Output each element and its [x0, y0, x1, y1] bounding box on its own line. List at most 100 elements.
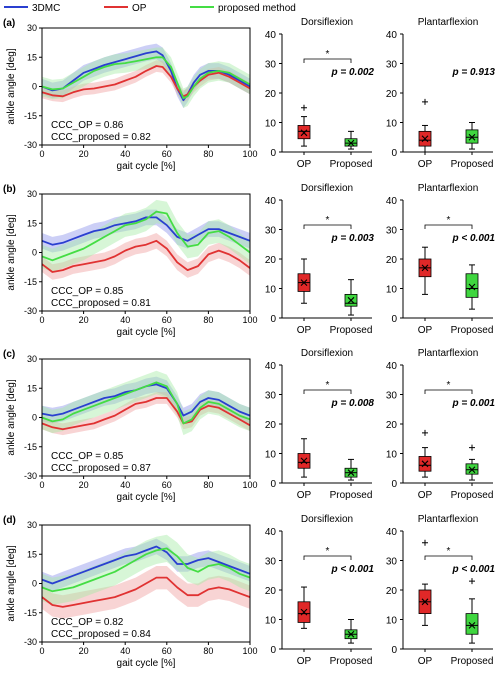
xtick-label-3: 60: [162, 149, 172, 159]
mean-marker-1: [468, 622, 476, 629]
series-line-1: [41, 239, 251, 273]
box-chart-2-1: Plantarflexion 0 10 20 30 40 OP Proposed *p = 0.…: [386, 348, 496, 501]
series-line-2: [41, 56, 251, 100]
box-title: Dorsiflexion: [301, 17, 353, 28]
category-label-1: Proposed: [451, 656, 494, 667]
xtick-label-5: 100: [242, 315, 257, 325]
outlier-0-0: [422, 539, 428, 546]
box-chart-0-1: Plantarflexion 0 10 20 30 40 OP Proposed p = 0.9…: [386, 17, 496, 170]
category-label-1: Proposed: [451, 325, 494, 336]
significance-star: *: [326, 380, 330, 391]
ytick-label-0: 0: [270, 645, 276, 656]
band-1: [42, 60, 250, 103]
box-title: Dorsiflexion: [301, 348, 353, 359]
series-line-0: [41, 383, 251, 417]
legend-label-1: OP: [132, 3, 147, 14]
category-label-0: OP: [297, 656, 312, 667]
significance-star: *: [326, 546, 330, 557]
xtick-label-2: 40: [120, 149, 130, 159]
box-title: Plantarflexion: [418, 17, 479, 28]
category-label-0: OP: [297, 159, 312, 170]
ytick-label-2: 0: [32, 248, 37, 258]
outlier-0-0: [422, 98, 428, 105]
mean-marker-1: [468, 466, 476, 474]
band-1: [42, 392, 250, 436]
category-label-0: OP: [418, 490, 433, 501]
significance-star: *: [326, 49, 330, 60]
ytick-label-3: 15: [27, 549, 37, 559]
series-line-0: [41, 545, 251, 585]
xtick-label-4: 80: [203, 646, 213, 656]
ccc-proposed-annotation: CCC_proposed = 0.81: [51, 298, 151, 309]
ytick-label-2: 20: [265, 89, 277, 100]
panel-label: (d): [3, 515, 16, 526]
significance-star: *: [326, 215, 330, 226]
category-label-0: OP: [418, 325, 433, 336]
significance-bracket: [303, 58, 352, 63]
y-axis-label: ankle angle [deg]: [6, 545, 17, 621]
xtick-label-5: 100: [242, 149, 257, 159]
ytick-label-1: -15: [24, 608, 37, 618]
xtick-label-2: 40: [120, 315, 130, 325]
ytick-label-2: 0: [32, 413, 37, 423]
legend: 3DMC OP proposed method: [4, 3, 296, 14]
outlier-1-0: [469, 444, 475, 451]
ytick-label-4: 40: [265, 361, 277, 372]
ccc-op-annotation: CCC_OP = 0.85: [51, 451, 124, 462]
ytick-label-2: 20: [265, 420, 277, 431]
box-title: Dorsiflexion: [301, 183, 353, 194]
mean-marker-1: [468, 283, 476, 291]
box-chart-1-1: Plantarflexion 0 10 20 30 40 OP Proposed *p < 0.…: [386, 183, 496, 336]
ytick-label-4: 40: [386, 527, 398, 538]
box-1: [465, 273, 479, 298]
category-label-0: OP: [418, 159, 433, 170]
ytick-label-4: 40: [386, 196, 398, 207]
ytick-label-4: 40: [386, 361, 398, 372]
ytick-label-0: -30: [24, 306, 37, 316]
ytick-label-0: 0: [391, 645, 397, 656]
xtick-label-5: 100: [242, 646, 257, 656]
xtick-label-3: 60: [162, 480, 172, 490]
series-line-0: [41, 216, 251, 246]
ytick-label-4: 40: [265, 196, 277, 207]
ytick-label-1: -15: [24, 111, 37, 121]
y-axis-label: ankle angle [deg]: [6, 214, 17, 290]
ccc-proposed-annotation: CCC_proposed = 0.87: [51, 463, 151, 474]
p-value: p = 0.008: [330, 398, 374, 409]
ytick-label-0: 0: [270, 479, 276, 490]
ytick-label-3: 15: [27, 52, 37, 62]
ytick-label-4: 30: [27, 23, 37, 33]
ytick-label-3: 30: [265, 557, 277, 568]
p-value: p = 0.003: [330, 233, 374, 244]
ytick-label-2: 20: [386, 255, 398, 266]
ccc-op-annotation: CCC_OP = 0.85: [51, 286, 124, 297]
ytick-label-0: -30: [24, 140, 37, 150]
ytick-label-1: 10: [386, 450, 398, 461]
xtick-label-1: 20: [79, 646, 89, 656]
ytick-label-2: 20: [386, 89, 398, 100]
ytick-label-3: 15: [27, 383, 37, 393]
line-chart-2: -30 -15 0 15 30 0 20 40 60 80 100 gait cycle [%] ank…: [3, 349, 258, 503]
ytick-label-1: 10: [386, 616, 398, 627]
ytick-label-1: 10: [386, 285, 398, 296]
band-1: [42, 566, 250, 619]
ytick-label-1: 10: [265, 285, 277, 296]
ytick-label-1: -15: [24, 277, 37, 287]
box-title: Plantarflexion: [418, 183, 479, 194]
ytick-label-4: 40: [386, 30, 398, 41]
outlier-0-0: [301, 104, 307, 111]
ytick-label-3: 30: [386, 557, 398, 568]
series-line-1: [41, 397, 251, 431]
band-2: [42, 370, 250, 436]
ccc-proposed-annotation: CCC_proposed = 0.82: [51, 132, 151, 143]
xtick-label-1: 20: [79, 480, 89, 490]
ytick-label-2: 20: [386, 420, 398, 431]
ytick-label-0: -30: [24, 471, 37, 481]
significance-bracket: [424, 555, 473, 560]
xtick-label-0: 0: [39, 315, 44, 325]
line-chart-0: -30 -15 0 15 30 0 20 40 60 80 100 gait cycle [%] ank…: [3, 18, 258, 172]
category-label-1: Proposed: [451, 159, 494, 170]
ccc-op-annotation: CCC_OP = 0.82: [51, 617, 124, 628]
